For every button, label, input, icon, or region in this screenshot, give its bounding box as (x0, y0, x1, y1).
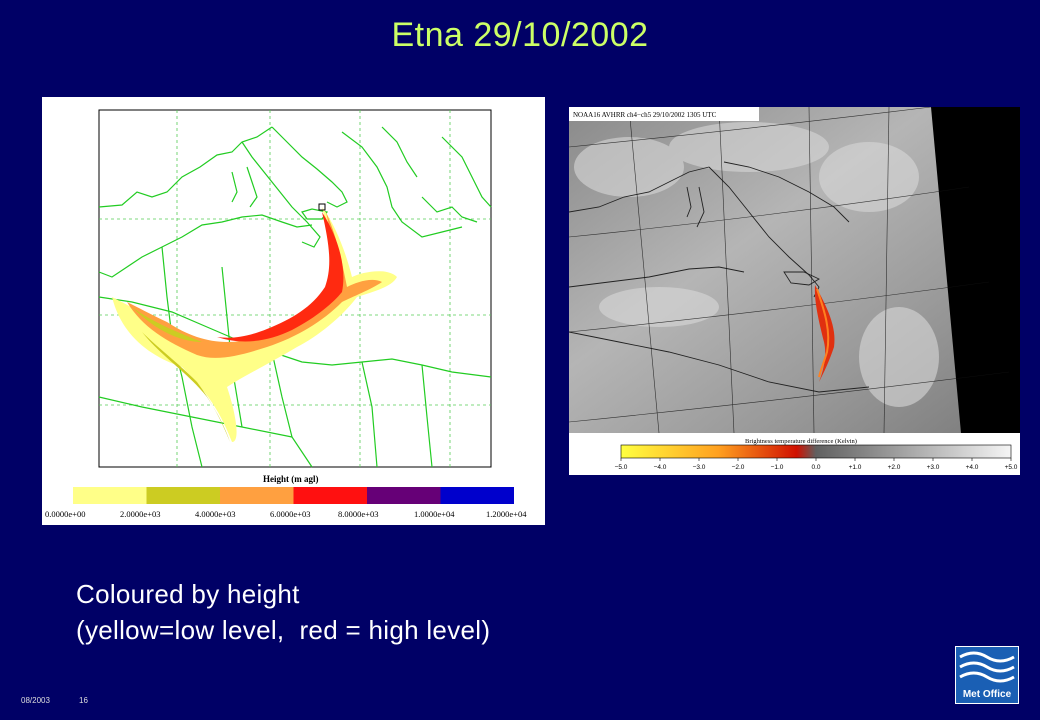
met-office-logo: Met Office (955, 646, 1019, 704)
satellite-header: NOAA16 AVHRR ch4−ch5 29/10/2002 1305 UTC (573, 111, 717, 119)
legend-swatch (146, 487, 220, 504)
slide-title: Etna 29/10/2002 (391, 16, 649, 54)
legend-label: 4.0000e+03 (195, 509, 235, 519)
legend-label: 6.0000e+03 (270, 509, 310, 519)
colorbar (620, 444, 1012, 459)
colorbar-title: Brightness temperature difference (Kelvi… (745, 438, 857, 445)
logo-text: Met Office (962, 689, 1012, 700)
footer-page-number: 16 (79, 696, 88, 705)
colorbar-tick-label: +3.0 (927, 464, 940, 471)
caption-line-2: (yellow=low level, red = high level) (76, 615, 491, 645)
colorbar-tick-label: −2.0 (732, 464, 745, 471)
colorbar-tick-label: −3.0 (693, 464, 706, 471)
colorbar-tick-label: +5.0 (1005, 464, 1018, 471)
satellite-image: NOAA16 AVHRR ch4−ch5 29/10/2002 1305 UTC… (569, 107, 1020, 475)
colorbar-tick-label: +4.0 (966, 464, 979, 471)
colorbar-tick-label: 0.0 (811, 464, 820, 471)
legend-label: 8.0000e+03 (338, 509, 378, 519)
colorbar-tick-label: −4.0 (654, 464, 667, 471)
legend-title: Height (m agl) (263, 474, 319, 484)
legend-swatch (220, 487, 294, 504)
colorbar-tick-label: −5.0 (615, 464, 628, 471)
colorbar-tick-label: +2.0 (888, 464, 901, 471)
legend-swatch (367, 487, 441, 504)
legend-label: 0.0000e+00 (45, 509, 85, 519)
caption: Coloured by height (yellow=low level, re… (76, 576, 490, 648)
footer-date: 08/2003 (21, 696, 50, 705)
legend-swatch (440, 487, 514, 504)
legend-swatch (73, 487, 147, 504)
model-plume-map: Height (m agl) 0.0000e+00 2.0000e+03 4.000… (42, 97, 545, 525)
colorbar-tick-label: −1.0 (771, 464, 784, 471)
legend-label: 1.2000e+04 (486, 509, 527, 519)
legend-label: 1.0000e+04 (414, 509, 455, 519)
legend-swatch (293, 487, 367, 504)
wave-icon (959, 651, 1015, 683)
caption-line-1: Coloured by height (76, 579, 300, 609)
legend-label: 2.0000e+03 (120, 509, 160, 519)
colorbar-tick-label: +1.0 (849, 464, 862, 471)
